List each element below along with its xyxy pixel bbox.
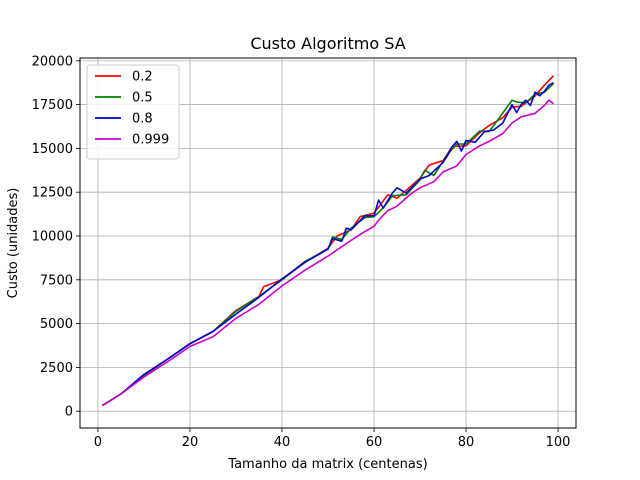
legend-box	[86, 64, 180, 160]
legend: 0.2 0.5 0.8 0.999	[86, 64, 180, 160]
x-axis-label: Tamanho da matrix (centenas)	[227, 457, 427, 472]
legend-label: 0.5	[132, 91, 153, 106]
chart-title: Custo Algoritmo SA	[250, 34, 405, 53]
x-tick-label: 80	[458, 435, 475, 450]
y-axis-label: Custo (unidades)	[6, 188, 21, 299]
legend-label: 0.8	[132, 112, 153, 127]
x-tick-label: 0	[94, 435, 102, 450]
ticks: 0 20 40 60 80 100 0 2500 5000 7500 10000 12500 15000…	[32, 54, 571, 450]
plot-frame	[79, 57, 577, 429]
y-tick-label: 17500	[32, 98, 73, 113]
y-tick-label: 12500	[32, 186, 73, 201]
x-tick-label: 20	[182, 435, 199, 450]
y-tick-label: 20000	[32, 54, 73, 69]
series-layer	[102, 75, 555, 407]
x-tick-label: 100	[546, 435, 571, 450]
y-tick-label: 15000	[32, 142, 73, 157]
series-line-0.8	[102, 82, 554, 407]
y-tick-label: 0	[65, 405, 73, 420]
legend-label: 0.999	[132, 133, 169, 148]
grid	[80, 58, 576, 428]
y-tick-label: 2500	[40, 361, 73, 376]
legend-label: 0.2	[132, 70, 153, 85]
y-tick-label: 5000	[40, 317, 73, 332]
y-tick-label: 10000	[32, 229, 73, 244]
series-line-0.999	[102, 99, 554, 407]
y-tick-label: 7500	[40, 273, 73, 288]
x-tick-label: 40	[274, 435, 291, 450]
x-tick-label: 60	[366, 435, 383, 450]
